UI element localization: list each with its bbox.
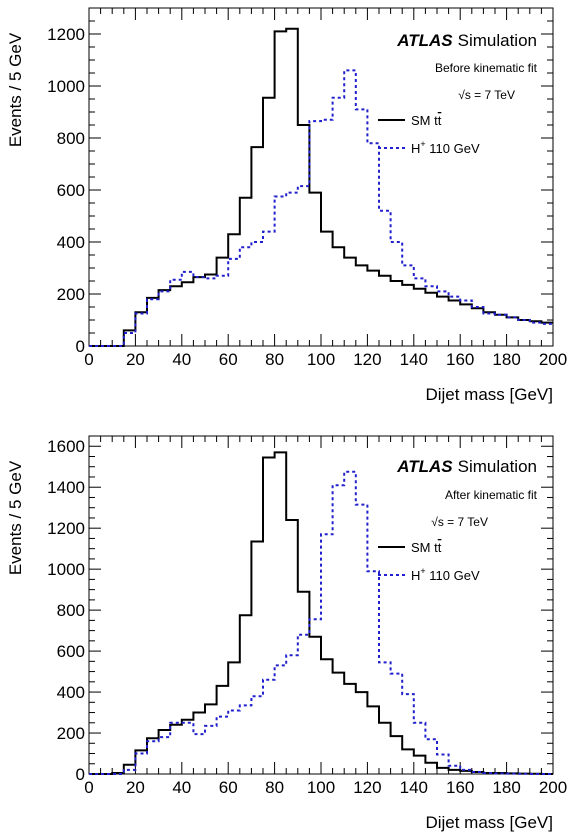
x-tick-label: 160 — [446, 778, 474, 797]
y-tick-label: 800 — [57, 129, 85, 148]
sqrt-s: √s — [458, 88, 471, 102]
atlas-logo-text: ATLAS — [396, 457, 453, 476]
y-tick-label: 200 — [57, 285, 85, 304]
x-tick-label: 200 — [539, 778, 567, 797]
hplus-110gev-line — [89, 69, 553, 347]
sm-ttbar-line — [89, 451, 553, 775]
legend-label-sm: SM tt — [411, 113, 442, 128]
legend-label-hplus: H+ 110 GeV — [411, 566, 480, 583]
experiment-label: ATLAS Simulation — [396, 457, 537, 476]
x-tick-label: 160 — [446, 350, 474, 369]
y-tick-label: 200 — [57, 724, 85, 743]
sm-ttbar-line — [89, 27, 553, 347]
y-tick-label: 600 — [57, 181, 85, 200]
x-tick-label: 40 — [172, 350, 191, 369]
energy-annotation: √s = 7 TeV — [431, 515, 488, 529]
y-tick-label: 1000 — [47, 560, 85, 579]
simulation-text: Simulation — [458, 457, 537, 476]
legend: SM tt H+ 110 GeV — [378, 540, 480, 583]
x-tick-label: 60 — [219, 350, 238, 369]
y-tick-label: 1200 — [47, 25, 85, 44]
plot-frame — [88, 435, 554, 775]
legend: SM tt H+ 110 GeV — [378, 113, 480, 156]
bottom-panel: 0 20 40 60 80 100 120 140 160 180 200 0 200 400 600 800… — [6, 435, 567, 832]
y-tick-label: 1200 — [47, 519, 85, 538]
top-panel: 0 20 40 60 80 100 120 140 160 180 200 0 200 400 600 800… — [6, 7, 567, 404]
x-tick-label: 0 — [84, 778, 93, 797]
y-tick-label: 600 — [57, 642, 85, 661]
hplus-110gev-line — [89, 470, 553, 775]
x-tick-label: 180 — [492, 778, 520, 797]
y-axis-label: Events / 5 GeV — [6, 32, 25, 147]
legend-label-sm: SM tt — [411, 540, 442, 555]
sqrt-s: √s — [431, 515, 444, 529]
x-tick-label: 140 — [400, 350, 428, 369]
x-tick-label: 80 — [265, 778, 284, 797]
simulation-text: Simulation — [458, 31, 537, 50]
y-tick-label: 1400 — [47, 478, 85, 497]
energy-annotation: √s = 7 TeV — [458, 88, 515, 102]
fit-annotation: Before kinematic fit — [435, 61, 538, 75]
y-tick-label: 400 — [57, 683, 85, 702]
x-tick-label: 40 — [172, 778, 191, 797]
fit-annotation: After kinematic fit — [445, 488, 538, 502]
x-tick-label: 100 — [307, 778, 335, 797]
axis-ticks: 0 20 40 60 80 100 120 140 160 180 200 0 200 400 600 800… — [47, 435, 567, 797]
x-axis-label: Dijet mass [GeV] — [425, 813, 553, 832]
x-axis-label: Dijet mass [GeV] — [425, 385, 553, 404]
y-tick-label: 400 — [57, 233, 85, 252]
experiment-label: ATLAS Simulation — [396, 31, 537, 50]
y-tick-label: 0 — [76, 337, 85, 356]
y-tick-label: 0 — [76, 765, 85, 784]
atlas-logo-text: ATLAS — [396, 31, 453, 50]
x-tick-label: 140 — [400, 778, 428, 797]
x-tick-label: 20 — [126, 350, 145, 369]
y-tick-label: 800 — [57, 601, 85, 620]
x-tick-label: 100 — [307, 350, 335, 369]
energy-value: = 7 TeV — [471, 88, 515, 102]
axis-ticks: 0 20 40 60 80 100 120 140 160 180 200 0 200 400 600 800… — [47, 7, 567, 369]
x-tick-label: 200 — [539, 350, 567, 369]
y-tick-label: 1600 — [47, 437, 85, 456]
x-tick-label: 120 — [353, 350, 381, 369]
x-tick-label: 0 — [84, 350, 93, 369]
x-tick-label: 60 — [219, 778, 238, 797]
energy-value: = 7 TeV — [444, 515, 488, 529]
x-tick-label: 180 — [492, 350, 520, 369]
x-tick-label: 80 — [265, 350, 284, 369]
x-tick-label: 20 — [126, 778, 145, 797]
legend-label-hplus: H+ 110 GeV — [411, 139, 480, 156]
y-axis-label: Events / 5 GeV — [6, 460, 25, 575]
y-tick-label: 1000 — [47, 77, 85, 96]
x-tick-label: 120 — [353, 778, 381, 797]
